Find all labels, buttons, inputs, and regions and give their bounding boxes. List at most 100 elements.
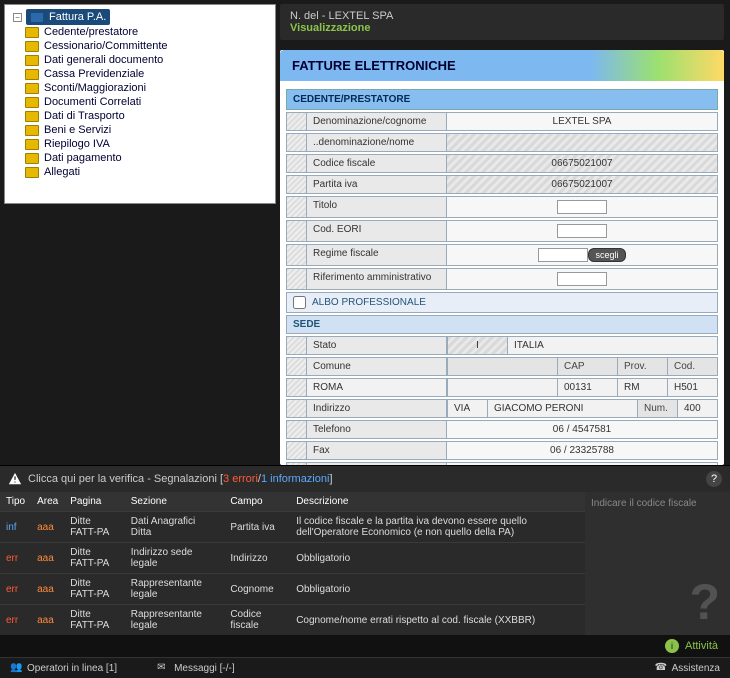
- albo-row[interactable]: ALBO PROFESSIONALE: [286, 292, 718, 313]
- folder-icon: [25, 153, 39, 164]
- regime-input[interactable]: [538, 248, 588, 262]
- ind-label: Indirizzo: [307, 400, 447, 417]
- regime-label: Regime fiscale: [307, 245, 447, 265]
- albo-checkbox[interactable]: [293, 296, 306, 309]
- status-assist[interactable]: ☎Assistenza: [655, 662, 720, 674]
- tree-item[interactable]: Cessionario/Committente: [25, 39, 271, 53]
- verify-campo: Cognome: [224, 574, 290, 605]
- status-msgs[interactable]: ✉Messaggi [-/-]: [157, 662, 235, 674]
- tree-item[interactable]: Dati generali documento: [25, 53, 271, 67]
- tree-item[interactable]: Allegati: [25, 165, 271, 179]
- verify-tipo: err: [0, 543, 31, 574]
- verify-err: 3 errori: [223, 473, 258, 485]
- cod-val: H501: [667, 379, 717, 396]
- verify-pagina: Ditte FATT-PA: [64, 543, 125, 574]
- tree-item-label: Cassa Previdenziale: [44, 68, 144, 80]
- message-icon: ✉: [157, 662, 169, 674]
- verify-sezione: Rappresentante legale: [125, 605, 225, 636]
- verify-sezione: Indirizzo sede legale: [125, 543, 225, 574]
- tree-item[interactable]: Dati pagamento: [25, 151, 271, 165]
- stato-code: I: [447, 337, 507, 354]
- tree-root[interactable]: Fattura P.A.: [26, 9, 110, 25]
- verify-area: aaa: [31, 512, 64, 543]
- verify-inf: 1 informazioni: [261, 473, 329, 485]
- header-bar: N. del - LEXTEL SPA Visualizzazione: [280, 4, 724, 40]
- verify-area: aaa: [31, 605, 64, 636]
- folder-icon: [25, 41, 39, 52]
- status-ops[interactable]: 👥Operatori in linea [1]: [10, 662, 117, 674]
- help-icon[interactable]: ?: [706, 471, 722, 487]
- codfisc-val: 06675021007: [447, 155, 717, 172]
- verify-row[interactable]: erraaaDitte FATT-PARappresentante legale…: [0, 605, 585, 636]
- verify-desc: Il codice fiscale e la partita iva devon…: [290, 512, 585, 543]
- tel-val: 06 / 4547581: [447, 421, 717, 438]
- tree-item-label: Dati pagamento: [44, 152, 122, 164]
- comune-label: Comune: [307, 358, 447, 375]
- tree-item-label: Riepilogo IVA: [44, 138, 110, 150]
- rifamm-input[interactable]: [557, 272, 607, 286]
- tree-expander[interactable]: −: [13, 13, 22, 22]
- section-header: CEDENTE/PRESTATORE: [286, 89, 718, 110]
- num-label: Num.: [637, 400, 677, 417]
- stato-label: Stato: [307, 337, 447, 354]
- rifamm-val: [447, 269, 717, 289]
- folder-icon: [25, 139, 39, 150]
- tree-item-label: Allegati: [44, 166, 80, 178]
- verify-head[interactable]: Clicca qui per la verifica - Segnalazion…: [0, 466, 730, 492]
- tree-item-label: Sconti/Maggiorazioni: [44, 82, 146, 94]
- titolo-input[interactable]: [557, 200, 607, 214]
- tree-item[interactable]: Documenti Correlati: [25, 95, 271, 109]
- verify-area: aaa: [31, 574, 64, 605]
- folder-icon: [25, 111, 39, 122]
- tree-item-label: Dati generali documento: [44, 54, 163, 66]
- folder-icon: [25, 55, 39, 66]
- verify-col: Campo: [224, 492, 290, 512]
- tree-item[interactable]: Dati di Trasporto: [25, 109, 271, 123]
- verify-area: aaa: [31, 543, 64, 574]
- verify-row[interactable]: infaaaDitte FATT-PADati Anagrafici Ditta…: [0, 512, 585, 543]
- tree-item-label: Cedente/prestatore: [44, 26, 138, 38]
- activity-icon: i: [665, 639, 679, 653]
- verify-col: Sezione: [125, 492, 225, 512]
- tree-item[interactable]: Sconti/Maggiorazioni: [25, 81, 271, 95]
- folder-icon: [25, 69, 39, 80]
- num-val: 400: [677, 400, 717, 417]
- prov-label: Prov.: [617, 358, 667, 375]
- regime-val: scegli: [447, 245, 717, 265]
- denom-label: Denominazione/cognome: [307, 113, 447, 130]
- scegli-button[interactable]: scegli: [588, 248, 625, 262]
- status-bar: 👥Operatori in linea [1] ✉Messaggi [-/-] …: [0, 657, 730, 678]
- tel-label: Telefono: [307, 421, 447, 438]
- comune-name: ROMA: [307, 379, 447, 396]
- folder-icon: [25, 125, 39, 136]
- email-val: segreteria @lextel.it: [447, 463, 717, 465]
- folder-icon: [25, 97, 39, 108]
- email-label: E-mail: [307, 463, 447, 465]
- verify-table: TipoAreaPaginaSezioneCampoDescrizione in…: [0, 492, 585, 635]
- verify-pagina: Ditte FATT-PA: [64, 605, 125, 636]
- eori-input[interactable]: [557, 224, 607, 238]
- tree-item[interactable]: Cassa Previdenziale: [25, 67, 271, 81]
- verify-tipo: inf: [0, 512, 31, 543]
- panel-box: FATTURE ELETTRONICHE CEDENTE/PRESTATORE …: [280, 50, 724, 465]
- denom-val: LEXTEL SPA: [447, 113, 717, 130]
- tree-item[interactable]: Riepilogo IVA: [25, 137, 271, 151]
- activity-bar[interactable]: i Attività: [0, 635, 730, 657]
- verify-desc: Cognome/nome errati rispetto al cod. fis…: [290, 605, 585, 636]
- verify-desc: Obbligatorio: [290, 543, 585, 574]
- activity-label: Attività: [685, 640, 718, 652]
- verify-row[interactable]: erraaaDitte FATT-PARappresentante legale…: [0, 574, 585, 605]
- verify-campo: Partita iva: [224, 512, 290, 543]
- albo-label: ALBO PROFESSIONALE: [312, 297, 426, 308]
- warning-icon: [8, 472, 22, 486]
- piva-val: 06675021007: [447, 176, 717, 193]
- piva-label: Partita iva: [307, 176, 447, 193]
- tree-item-label: Dati di Trasporto: [44, 110, 125, 122]
- verify-pagina: Ditte FATT-PA: [64, 512, 125, 543]
- cap-val: 00131: [557, 379, 617, 396]
- codfisc-label: Codice fiscale: [307, 155, 447, 172]
- tree-item[interactable]: Beni e Servizi: [25, 123, 271, 137]
- tree-item[interactable]: Cedente/prestatore: [25, 25, 271, 39]
- verify-pagina: Ditte FATT-PA: [64, 574, 125, 605]
- verify-row[interactable]: erraaaDitte FATT-PAIndirizzo sede legale…: [0, 543, 585, 574]
